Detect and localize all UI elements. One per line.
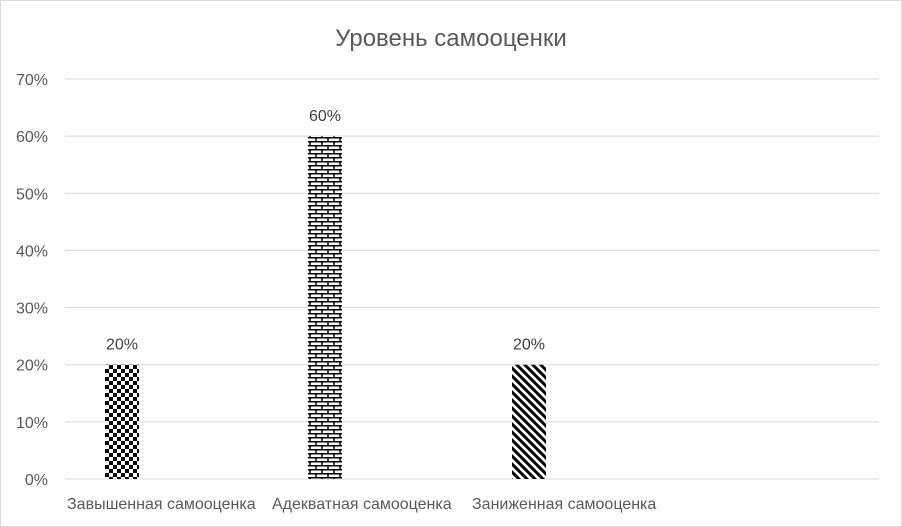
bar-1 xyxy=(105,364,139,479)
bar-3 xyxy=(512,364,546,479)
y-tick-label: 10% xyxy=(16,415,48,432)
x-category-label: Адекватная самооценка xyxy=(272,496,452,513)
y-axis-ticks: 0% 10% 20% 30% 40% 50% 60% 70% xyxy=(16,72,48,489)
y-tick-label: 40% xyxy=(16,243,48,260)
gridlines xyxy=(65,78,879,480)
y-tick-label: 20% xyxy=(16,358,48,375)
bar-2 xyxy=(308,136,342,479)
y-tick-label: 50% xyxy=(16,186,48,203)
data-label: 20% xyxy=(106,337,138,354)
data-labels: 20% 60% 20% xyxy=(106,108,545,354)
data-label: 60% xyxy=(309,108,341,125)
y-tick-label: 30% xyxy=(16,301,48,318)
x-axis-categories: Завышенная самооценка Адекватная самооцен… xyxy=(67,496,656,513)
x-category-label: Заниженная самооценка xyxy=(472,496,656,513)
bars xyxy=(105,136,546,479)
chart-title: Уровень самооценки xyxy=(335,25,567,52)
y-tick-label: 70% xyxy=(16,72,48,89)
data-label: 20% xyxy=(513,337,545,354)
y-tick-label: 60% xyxy=(16,129,48,146)
x-category-label: Завышенная самооценка xyxy=(67,496,256,513)
y-tick-label: 0% xyxy=(25,472,48,489)
